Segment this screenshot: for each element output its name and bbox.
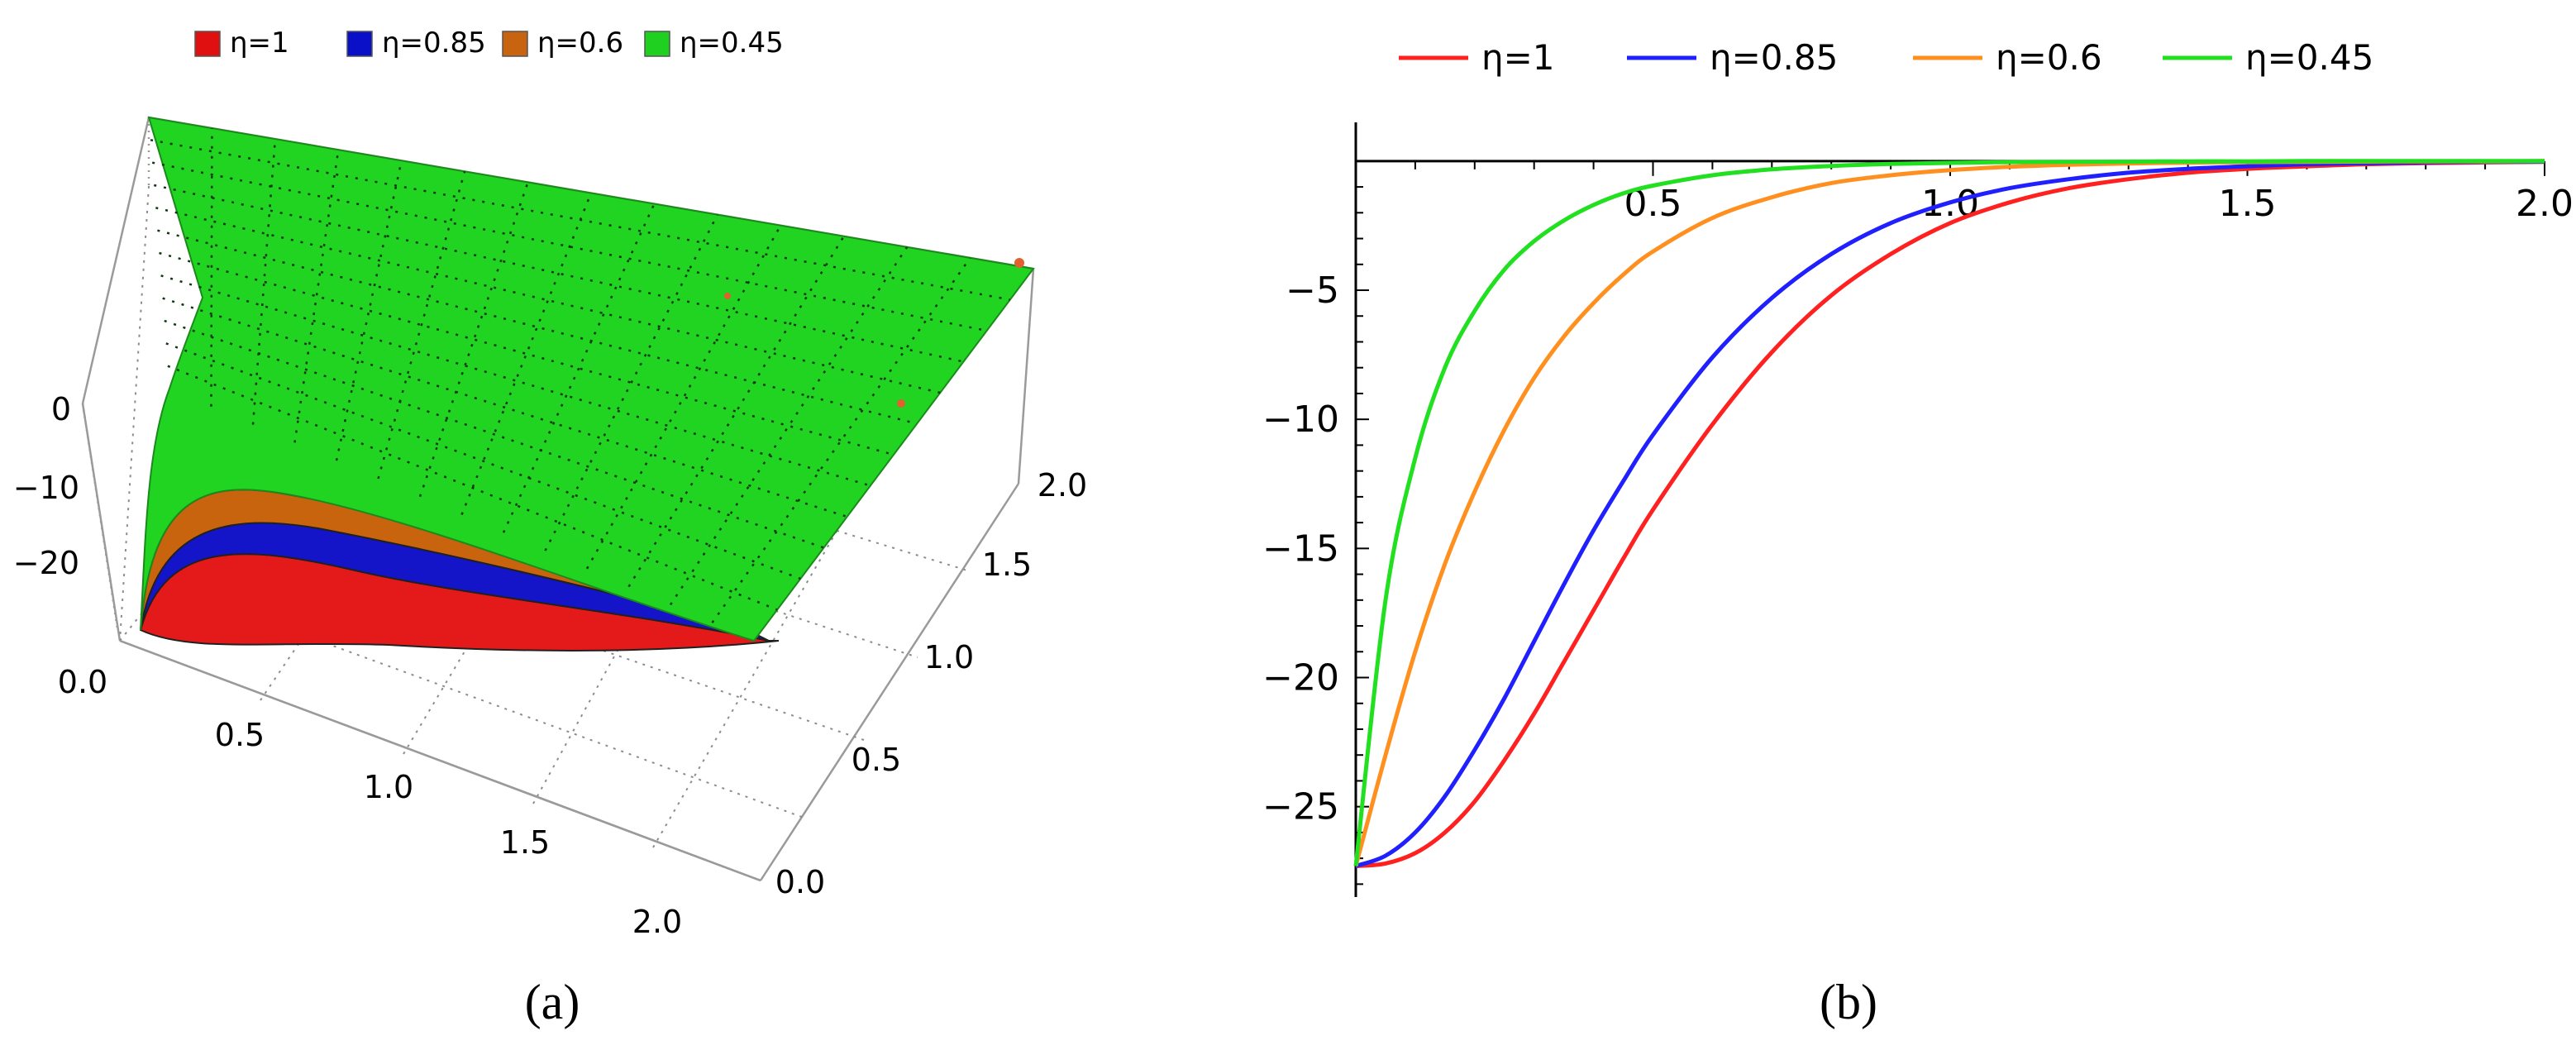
x-tick-label: 1.5 xyxy=(2219,183,2277,225)
mesh-line xyxy=(162,297,848,518)
y-tick-label: −25 xyxy=(1262,786,1339,828)
series-b xyxy=(1353,159,2545,868)
legend-label: η=0.45 xyxy=(2245,37,2373,78)
legend-label: η=1 xyxy=(230,26,289,60)
panel-a-3d-surface-plot: η=1 η=0.85 η=0.6 η=0.45 xyxy=(13,26,1087,1029)
mesh-line xyxy=(157,229,918,425)
panel-label-b: (b) xyxy=(1820,975,1877,1029)
mesh-line xyxy=(585,225,782,570)
mesh-line xyxy=(335,160,403,461)
mesh-line xyxy=(669,246,909,606)
y-tick-label: 0.5 xyxy=(852,742,901,778)
legend-label: η=0.6 xyxy=(1996,37,2102,78)
legend-label: η=0.6 xyxy=(537,26,623,60)
panel-b-line-chart: η=1 η=0.85 η=0.6 η=0.45 0.5 1.0 1.5 2.0−5−10−1… xyxy=(1262,37,2574,1029)
legend-a: η=1 η=0.85 η=0.6 η=0.45 xyxy=(194,26,784,60)
surfaces-a xyxy=(139,116,1035,651)
x-tick-label: 2.0 xyxy=(632,904,682,940)
y-tick-label: −10 xyxy=(1262,399,1339,441)
series-line xyxy=(1353,159,2545,867)
legend-label: η=0.85 xyxy=(1710,37,1838,78)
legend-swatch xyxy=(346,31,373,57)
axes-b: 0.5 1.0 1.5 2.0−5−10−15−20−25 xyxy=(1262,122,2574,897)
mesh-line xyxy=(377,171,466,480)
x-tick-label: 0.0 xyxy=(58,664,107,700)
legend-swatch xyxy=(502,31,528,57)
mesh-line xyxy=(251,139,277,425)
legend-label: η=0.85 xyxy=(382,26,486,60)
mesh-line xyxy=(164,319,824,549)
x-tick-label: 1.0 xyxy=(364,769,413,805)
y-tick-label: 0.0 xyxy=(775,864,825,900)
legend-b: η=1 η=0.85 η=0.6 η=0.45 xyxy=(1399,37,2373,78)
legend-swatch xyxy=(644,31,670,57)
mesh-line xyxy=(502,203,656,533)
series-line xyxy=(1353,159,2545,866)
y-tick-label: 1.5 xyxy=(982,546,1032,583)
z-tick-label: 0 xyxy=(51,391,71,427)
y-tick-label: 2.0 xyxy=(1038,467,1087,504)
x-tick-label: 0.5 xyxy=(215,717,265,753)
legend-label: η=1 xyxy=(1481,37,1555,78)
x-tick-label: 1.5 xyxy=(500,824,550,861)
x-tick-label: 2.0 xyxy=(2516,183,2574,225)
mesh-line xyxy=(165,342,801,580)
plot-box-front-a xyxy=(119,639,761,882)
mesh-line xyxy=(160,274,871,487)
surface-speck xyxy=(1014,258,1024,268)
y-tick-label: −5 xyxy=(1286,270,1339,312)
y-tick-label: 1.0 xyxy=(924,639,974,675)
legend-label: η=0.45 xyxy=(680,26,784,60)
y-tick-label: −20 xyxy=(1262,657,1339,699)
mesh-line xyxy=(150,139,1011,301)
y-tick-label: −15 xyxy=(1262,527,1339,570)
surface-speck xyxy=(724,293,731,299)
mesh-line xyxy=(460,193,593,515)
surface-speck xyxy=(897,399,905,408)
mesh-line xyxy=(544,214,718,551)
surface-mesh-lines xyxy=(150,128,1011,623)
series-line xyxy=(1355,160,2545,868)
z-tick-label: −20 xyxy=(13,545,79,581)
z-tick-label: −10 xyxy=(13,470,79,506)
legend-swatch xyxy=(194,31,221,57)
surface-eta-0.45 xyxy=(140,116,1035,642)
panel-label-a: (a) xyxy=(525,975,580,1029)
ticks-a: 0 −10 −20 0.0 0.5 1.0 1.5 2.0 0.0 0.5 1.0 1.5 2.0 xyxy=(13,391,1087,940)
series-line xyxy=(1355,160,2545,868)
mesh-line xyxy=(167,365,778,611)
